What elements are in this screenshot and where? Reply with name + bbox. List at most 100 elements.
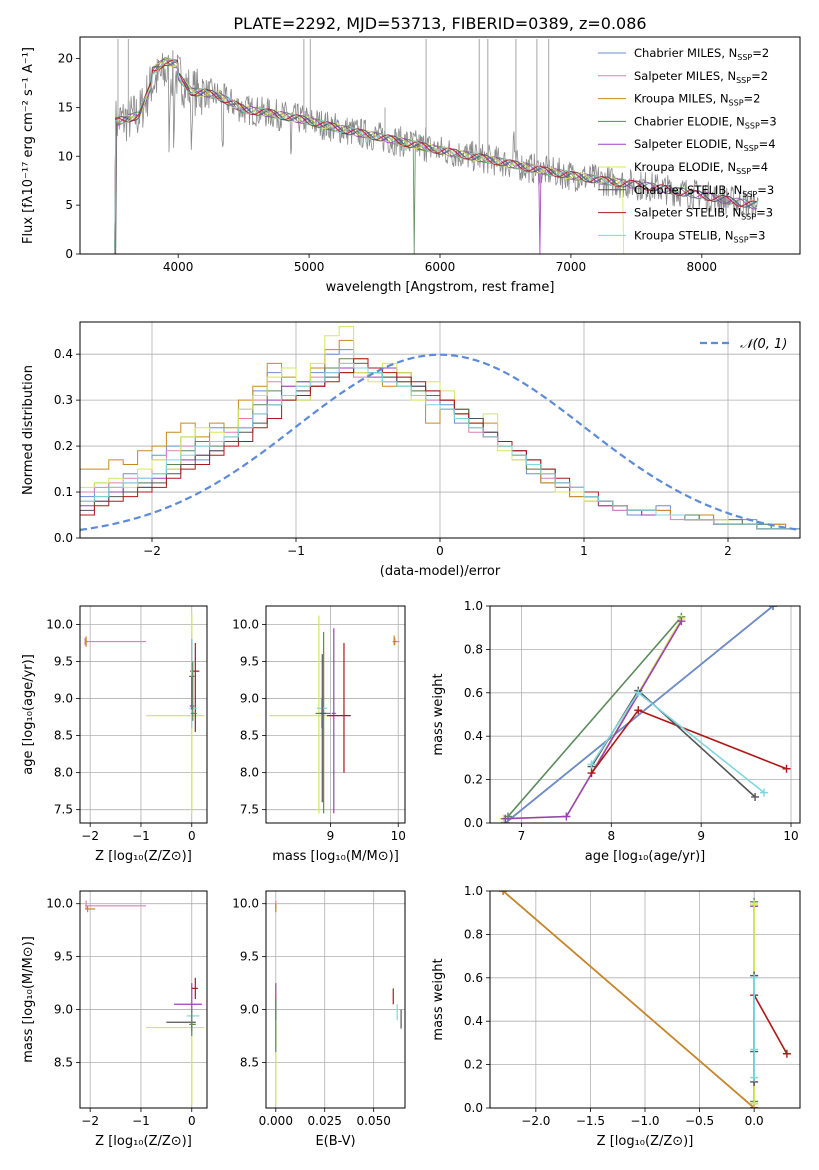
ticks: 9 10 7.5 8.0 8.5 9.0 9.5 10.0: [232, 618, 406, 843]
weight-marker: [677, 617, 686, 626]
ticks: 4000 5000 6000 7000 8000 0 5 10 15 20: [58, 52, 717, 274]
y-tick-label: 0.0: [464, 816, 483, 830]
x-tick-label: 6000: [425, 260, 456, 274]
x-axis-label: Z [log₁₀(Z/Z⊙)]: [95, 849, 192, 864]
legend-count: =3: [749, 228, 766, 242]
x-axis-label: wavelength [Angstrom, rest frame]: [326, 280, 555, 295]
plot-area: [80, 326, 800, 531]
weight-marker: [587, 760, 596, 769]
axes-frame: [265, 605, 406, 824]
legend-entry: Salpeter MILES, NSSP=2: [634, 69, 768, 85]
x-tick-label: 5000: [294, 260, 325, 274]
y-tick-label: 0.3: [54, 393, 73, 407]
x-axis-label: (data-model)/error: [380, 564, 501, 579]
y-tick-label: 0.6: [464, 686, 483, 700]
errorbar-point: [189, 676, 195, 710]
y-tick-label: 0.2: [54, 439, 73, 453]
x-tick-label: −1.5: [576, 1114, 605, 1128]
weight-marker: [562, 812, 571, 821]
histogram-kroupa-stelib: [80, 362, 800, 530]
legend-subscript: SSP: [736, 167, 751, 176]
legend-subscript: SSP: [734, 235, 749, 244]
errorbar-point: [85, 900, 147, 909]
y-tick-label: 10.0: [46, 618, 73, 632]
plot-area: [275, 900, 402, 1105]
legend-count: =2: [752, 46, 769, 60]
errorbar-point: [189, 1009, 196, 1037]
legend-subscript: SSP: [736, 76, 751, 85]
legend-subscript: SSP: [737, 53, 752, 62]
y-tick-label: 0.1: [54, 485, 73, 499]
gridlines: [266, 606, 405, 823]
legend-subscript: SSP: [744, 144, 759, 153]
y-tick-label: 8.0: [54, 766, 73, 780]
weight-marker: [750, 1045, 759, 1054]
weight-marker: [750, 1099, 759, 1108]
axes-frame: [79, 321, 801, 539]
y-axis-label: mass weight: [431, 673, 446, 755]
weight-marker: [782, 764, 791, 773]
plot-area: [269, 615, 400, 814]
errorbar-point: [190, 661, 197, 721]
ticks: 0.000 0.025 0.050 8.5 9.0 9.5 10.0: [232, 897, 391, 1128]
legend-count: =3: [757, 183, 774, 197]
weight-marker: [634, 706, 643, 715]
y-tick-label: 9.5: [240, 655, 259, 669]
errorbar-point: [85, 905, 96, 913]
legend-subscript: SSP: [742, 190, 757, 199]
y-tick-label: 8.5: [240, 1055, 259, 1069]
y-tick-label: 0.2: [464, 1058, 483, 1072]
y-axis-label: mass weight: [431, 958, 446, 1040]
y-axis-label: age [log₁₀(age/yr)]: [21, 654, 36, 775]
x-tick-label: 9: [697, 829, 705, 843]
y-tick-label: 0.4: [54, 347, 73, 361]
x-tick-label: 0: [188, 829, 196, 843]
x-tick-label: 9: [327, 829, 335, 843]
ticks: 7 8 9 10 0.0 0.2 0.4 0.6 0.8 1.0: [464, 599, 799, 843]
x-tick-label: −1: [132, 1114, 150, 1128]
weight-marker: [782, 1049, 791, 1058]
model-line-salpeter-elodie: [114, 58, 757, 254]
y-tick-label: 5: [65, 198, 73, 212]
y-tick-label: 20: [58, 52, 73, 66]
legend-count: =2: [751, 69, 768, 83]
model-line-kroupa-stelib: [114, 58, 624, 254]
errorbar-point: [85, 636, 88, 647]
spectrum-legend: Chabrier MILES, NSSP=2 Salpeter MILES, NS…: [598, 46, 777, 244]
y-tick-label: 9.0: [240, 1003, 259, 1017]
x-tick-label: 7000: [556, 260, 587, 274]
weight-marker: [634, 688, 643, 697]
weight-marker: [499, 891, 508, 895]
panel-weight_vs_age: 7 8 9 10 0.0 0.2 0.4 0.6 0.8 1.0 age [log₁₀(age/yr…: [431, 599, 801, 864]
x-tick-label: −2.0: [521, 1114, 550, 1128]
x-tick-label: 0.000: [259, 1114, 293, 1128]
plot-area: [499, 606, 791, 823]
model-line-salpeter-stelib: [114, 59, 757, 254]
y-tick-label: 9.0: [54, 692, 73, 706]
legend-entry: 𝒩(0, 1): [740, 337, 787, 352]
x-tick-label: −2: [81, 1114, 99, 1128]
legend-entry: Kroupa STELIB, NSSP=3: [634, 228, 765, 244]
y-tick-label: 1.0: [464, 884, 483, 898]
panel-spectrum: 4000 5000 6000 7000 8000 0 5 10 15 20 wavelength […: [21, 36, 801, 295]
axes-frame: [79, 36, 801, 255]
plot-area: [499, 891, 791, 1108]
y-axis-label: mass [log₁₀(M/M⊙)]: [21, 936, 36, 1063]
y-tick-label: 9.0: [240, 692, 259, 706]
x-axis-label: mass [log₁₀(M/M⊙)]: [272, 849, 399, 864]
x-tick-label: 4000: [163, 260, 194, 274]
ticks: −2.0 −1.5 −1.0 −0.5 0.0 0.0 0.2 0.4 0.6 0.8 1.0: [464, 884, 764, 1128]
panel-residuals: −2 −1 0 1 2 0.0 0.1 0.2 0.3 0.4 (data-model)/error…: [21, 321, 801, 579]
x-tick-label: 0: [436, 544, 444, 558]
legend-entry: Chabrier MILES, NSSP=2: [634, 46, 769, 62]
y-tick-label: 0.6: [464, 971, 483, 985]
y-tick-label: 0.2: [464, 773, 483, 787]
plot-area: [85, 900, 205, 1105]
y-tick-label: 7.5: [240, 803, 259, 817]
errorbar-point: [331, 628, 336, 814]
model-line-kroupa-elodie: [114, 62, 625, 254]
x-tick-label: 2: [724, 544, 732, 558]
ticks: −2 −1 0 1 2 0.0 0.1 0.2 0.3 0.4: [54, 347, 732, 558]
x-axis-label: Z [log₁₀(Z/Z⊙)]: [95, 1134, 192, 1149]
